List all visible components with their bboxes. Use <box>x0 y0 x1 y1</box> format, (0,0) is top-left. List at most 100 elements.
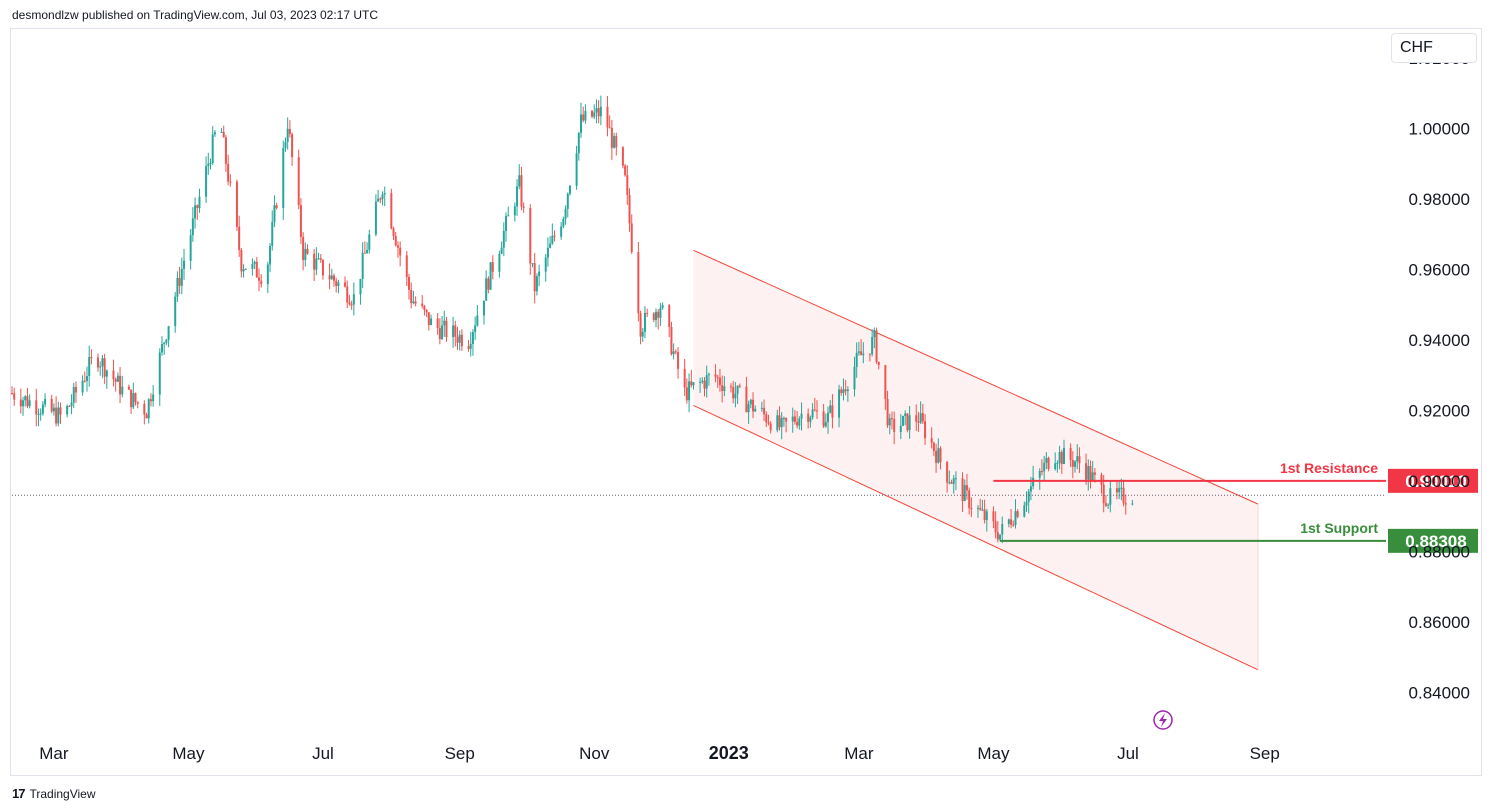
candle-body <box>299 205 302 237</box>
candle-body <box>522 206 525 209</box>
candle-body <box>811 409 814 418</box>
candle-body <box>533 263 536 292</box>
candle-body <box>1100 474 1103 485</box>
candle-body <box>1085 463 1088 480</box>
candle-body <box>1023 505 1026 517</box>
currency-label[interactable]: CHF <box>1391 33 1477 63</box>
candle-body <box>178 277 181 286</box>
candle-body <box>1012 524 1015 526</box>
candle-body <box>939 448 942 462</box>
candle-body <box>368 234 371 250</box>
candle-body <box>436 318 439 328</box>
candle-body <box>22 400 25 407</box>
candle-body <box>904 413 907 417</box>
candle-body <box>11 393 13 395</box>
candle-body <box>674 351 677 353</box>
candle-body <box>639 313 642 337</box>
candle-body <box>884 365 887 399</box>
candle-body <box>683 368 686 388</box>
channel-upper-line[interactable] <box>693 249 1259 505</box>
candle-body <box>167 326 170 340</box>
candle-body <box>992 511 995 522</box>
candle-body <box>827 412 830 423</box>
candle-body <box>996 532 999 540</box>
candle-body <box>59 407 62 415</box>
candle-body <box>381 194 384 200</box>
candle-body <box>489 262 492 290</box>
candle-body <box>1014 511 1017 526</box>
candle-body <box>824 422 827 427</box>
lightning-icon[interactable] <box>1153 710 1173 730</box>
candle-body <box>593 112 596 117</box>
candle-body <box>765 414 768 423</box>
candle-body <box>544 257 547 272</box>
candle-body <box>88 357 91 377</box>
candle-body <box>222 131 225 138</box>
candle-body <box>621 147 624 166</box>
candle-body <box>346 286 349 303</box>
candle-body <box>838 389 841 418</box>
candle-body <box>685 387 688 401</box>
candle-body <box>857 351 860 353</box>
candle-body <box>105 370 108 377</box>
candle-body <box>1109 488 1112 505</box>
candle-body <box>952 478 955 484</box>
candle-body <box>149 399 152 402</box>
candle-body <box>392 228 395 237</box>
candle-body <box>734 393 737 399</box>
candle-body <box>701 380 704 382</box>
resistance-price-text: 0.90010 <box>1405 472 1466 491</box>
candle-body <box>99 366 102 368</box>
candle-body <box>886 398 889 426</box>
candle-body <box>1107 504 1110 506</box>
candle-body <box>591 110 594 117</box>
candle-body <box>677 352 680 369</box>
candle-body <box>452 325 455 338</box>
candle-body <box>425 309 428 313</box>
candle-body <box>831 405 834 418</box>
candle-body <box>654 311 657 320</box>
candle-body <box>19 399 22 407</box>
candle-body <box>158 352 161 395</box>
candle-body <box>414 301 417 304</box>
candle-body <box>50 398 53 412</box>
candle-body <box>269 245 272 265</box>
candle-body <box>860 351 863 356</box>
candle-body <box>829 405 832 413</box>
lightning-icon-bolt <box>1159 713 1167 727</box>
candle-body <box>877 361 880 366</box>
candle-body <box>809 417 812 422</box>
candle-body <box>315 258 318 270</box>
candle-body <box>306 248 309 254</box>
candle-body <box>732 386 735 399</box>
candle-body <box>348 302 351 305</box>
footer-brand[interactable]: 17 TradingView <box>12 786 96 801</box>
candle-body <box>564 208 567 219</box>
candle-body <box>718 377 721 386</box>
time-tick-label: Mar <box>844 744 874 763</box>
candle-body <box>377 198 380 202</box>
price-tick-label: 0.94000 <box>1409 331 1470 350</box>
channel-lower-line[interactable] <box>693 404 1259 671</box>
candle-body <box>136 402 139 404</box>
candle-body <box>174 296 177 327</box>
candle-body <box>1056 462 1059 464</box>
candle-body <box>853 366 856 390</box>
candle-body <box>213 132 216 135</box>
time-tick-label: 2023 <box>709 743 749 763</box>
candle-body <box>965 485 968 491</box>
candle-body <box>553 235 556 237</box>
candle-body <box>101 358 104 367</box>
candle-body <box>458 334 461 343</box>
publisher-header: desmondlzw published on TradingView.com,… <box>12 8 378 22</box>
candle-body <box>688 381 691 401</box>
candle-body <box>330 275 333 280</box>
candle-body <box>482 300 485 316</box>
candle-body <box>498 253 501 272</box>
candle-body <box>520 175 523 207</box>
candle-body <box>328 275 331 280</box>
time-tick-label: Jul <box>1117 744 1139 763</box>
candle-body <box>562 218 565 227</box>
candle-body <box>1045 457 1048 463</box>
